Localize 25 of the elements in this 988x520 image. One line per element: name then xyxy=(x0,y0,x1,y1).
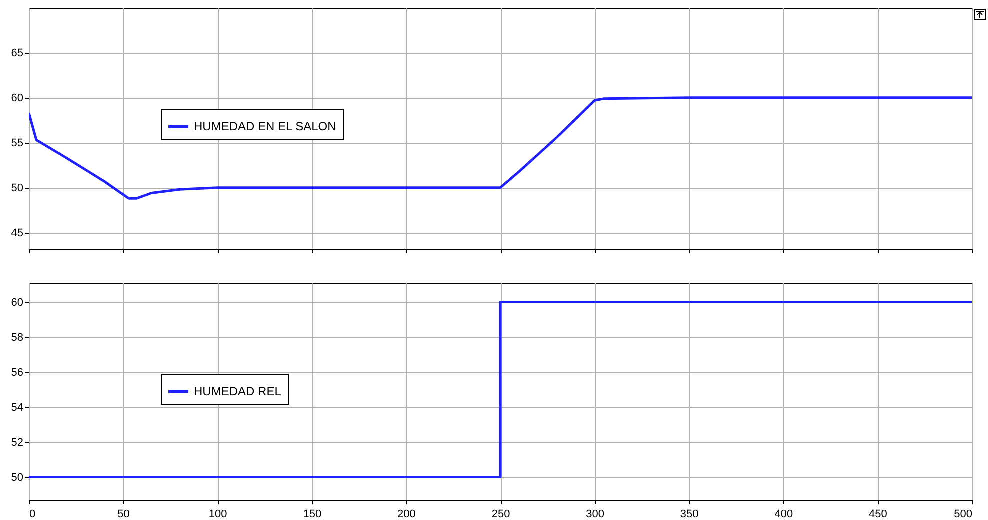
x-tick-label: 250 xyxy=(492,508,510,520)
legend-label: HUMEDAD EN EL SALON xyxy=(194,120,336,134)
x-tick-label: 450 xyxy=(869,508,888,520)
x-tick-label: 100 xyxy=(208,508,228,520)
y-tick-label: 60 xyxy=(11,92,24,104)
y-tick-label: 54 xyxy=(11,402,24,414)
x-tick-label: 50 xyxy=(118,508,130,520)
legend-label: HUMEDAD REL xyxy=(194,384,282,399)
y-tick-label: 45 xyxy=(11,227,24,240)
y-tick-label: 56 xyxy=(11,366,24,379)
x-tick-label: 400 xyxy=(774,508,794,520)
x-tick-label: 500 xyxy=(954,508,972,520)
x-tick-label: 150 xyxy=(303,508,322,520)
y-tick-label: 60 xyxy=(11,296,24,309)
x-tick-label: 350 xyxy=(680,508,699,520)
x-tick-label: 300 xyxy=(586,508,604,520)
y-tick-label: 65 xyxy=(11,47,24,60)
line-series xyxy=(29,96,972,200)
y-tick-label: 50 xyxy=(11,472,24,484)
y-tick-label: 50 xyxy=(11,182,24,194)
x-tick-label: 200 xyxy=(398,508,416,520)
y-tick-label: 52 xyxy=(11,436,24,449)
x-tick-label: 0 xyxy=(30,508,36,520)
y-tick-label: 55 xyxy=(11,137,24,150)
y-tick-label: 58 xyxy=(11,332,24,344)
